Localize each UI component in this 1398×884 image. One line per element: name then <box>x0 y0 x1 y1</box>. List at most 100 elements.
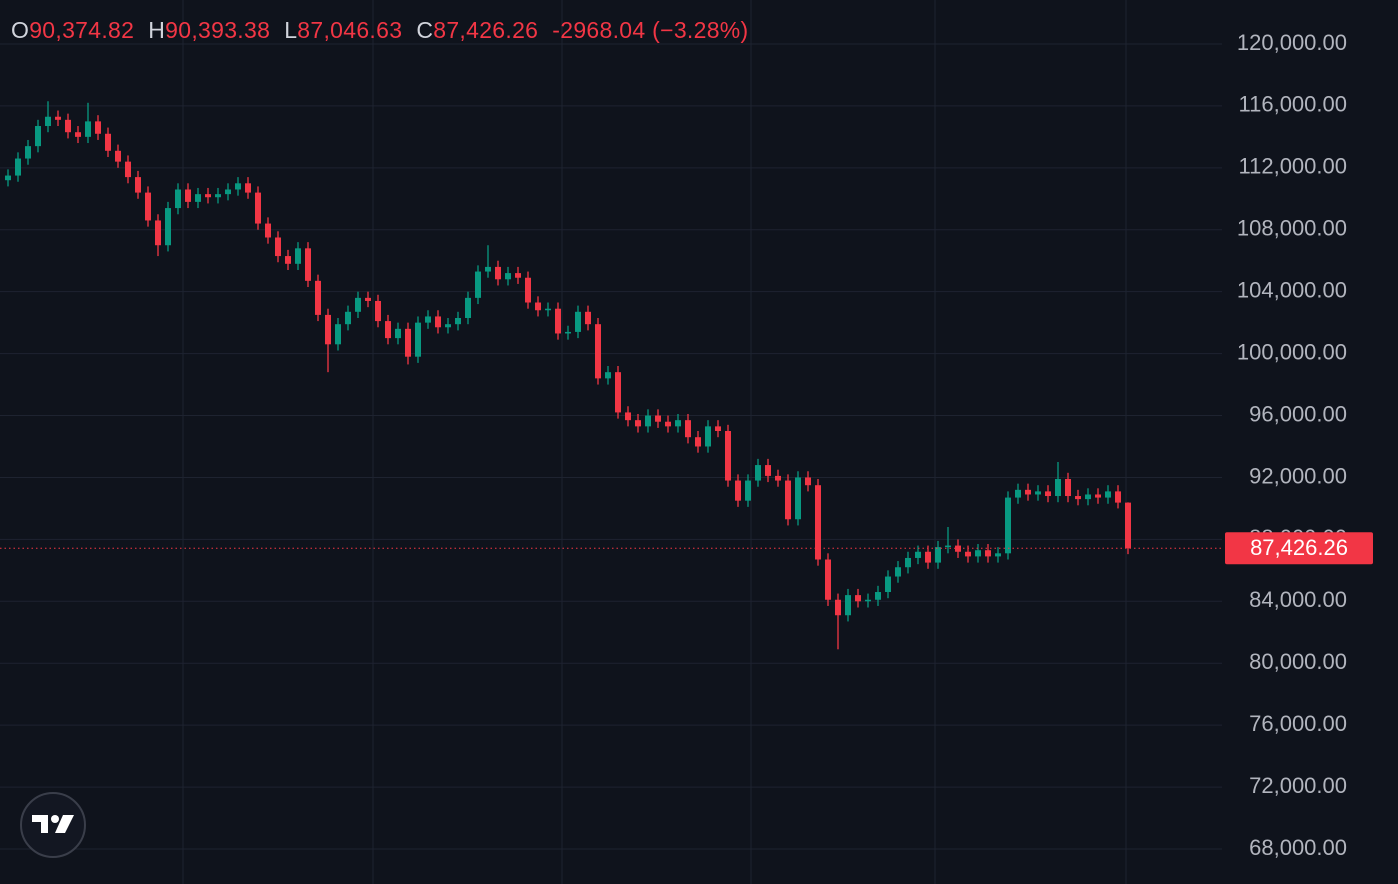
candle-body <box>1025 489 1031 495</box>
candle-body <box>885 576 891 593</box>
candle-body <box>405 328 411 357</box>
candle-body <box>305 248 311 281</box>
y-tick-label: 80,000.00 <box>1249 649 1347 674</box>
candle-body <box>835 599 841 616</box>
candles <box>5 101 1131 650</box>
candle-body <box>155 220 161 246</box>
change: -2968.04 (−3.28%) <box>552 17 749 43</box>
candle-body <box>545 308 551 311</box>
y-tick-label: 104,000.00 <box>1237 277 1347 302</box>
candle-body <box>675 420 681 427</box>
candle-body <box>245 183 251 193</box>
candle-body <box>215 194 221 198</box>
candle-body <box>725 431 731 481</box>
candle-body <box>485 266 491 272</box>
candle-body <box>625 412 631 421</box>
candle-body <box>925 551 931 563</box>
logo[interactable] <box>20 792 86 858</box>
candle-body <box>1035 491 1041 495</box>
candle-body <box>845 595 851 616</box>
candle-body <box>635 420 641 427</box>
time-separators <box>182 0 1127 884</box>
candle-body <box>425 316 431 323</box>
candle-body <box>745 480 751 501</box>
y-tick-label: 96,000.00 <box>1249 401 1347 426</box>
ohlc-key: H <box>148 17 166 43</box>
candle-body <box>1015 489 1021 498</box>
candle-body <box>505 273 511 280</box>
candle-body <box>65 119 71 133</box>
candle-body <box>115 150 121 162</box>
candle-body <box>895 567 901 577</box>
candle-body <box>825 559 831 600</box>
candle-body <box>145 192 151 221</box>
y-tick-label: 76,000.00 <box>1249 711 1347 736</box>
candle-body <box>495 266 501 280</box>
ohlc-value: 87,426.26 <box>433 17 539 43</box>
candle-body <box>315 280 321 315</box>
candle-body <box>1125 502 1131 549</box>
candle-body <box>695 437 701 447</box>
ohlc-key: L <box>284 17 298 43</box>
candle-body <box>795 477 801 520</box>
ohlc-value: 87,046.63 <box>297 17 403 43</box>
candle-body <box>645 415 651 427</box>
candle-body <box>35 126 41 147</box>
candle-body <box>935 547 941 563</box>
candle-body <box>655 415 661 422</box>
candle-body <box>235 183 241 190</box>
candle-body <box>205 194 211 198</box>
last-price-box <box>1225 532 1373 565</box>
candle-body <box>375 300 381 322</box>
candle-body <box>45 116 51 127</box>
candle-body <box>165 208 171 246</box>
logo-mark <box>32 815 48 833</box>
candle-body <box>195 194 201 202</box>
candle-body <box>1075 496 1081 500</box>
candle-body <box>1095 494 1101 498</box>
candle-body <box>525 277 531 303</box>
candle-body <box>15 158 21 176</box>
candle-body <box>705 426 711 447</box>
candle-body <box>905 557 911 568</box>
candle-body <box>685 420 691 438</box>
candle-body <box>915 551 921 558</box>
candle-body <box>855 595 861 602</box>
candle-body <box>1085 494 1091 500</box>
candle-body <box>385 321 391 339</box>
candle-body <box>815 485 821 560</box>
candle-body <box>595 324 601 379</box>
candle-body <box>755 465 761 481</box>
candle-body <box>345 311 351 325</box>
candle-body <box>875 592 881 600</box>
y-tick-label: 108,000.00 <box>1237 216 1347 241</box>
ohlc-header: O90,374.82 H90,393.38 L87,046.63 C87,426.26… <box>11 17 749 44</box>
candle-body <box>135 177 141 193</box>
candle-body <box>275 237 281 257</box>
candle-body <box>1045 491 1051 497</box>
candle-body <box>95 121 101 134</box>
candle-body <box>255 192 261 224</box>
candle-body <box>605 372 611 379</box>
candle-body <box>455 317 461 325</box>
candle-body <box>555 308 561 334</box>
candle-body <box>775 475 781 481</box>
candle-body <box>1055 479 1061 497</box>
candle-body <box>295 248 301 264</box>
candle-body <box>355 297 361 312</box>
y-tick-label: 92,000.00 <box>1249 463 1347 488</box>
ohlc-key: O <box>11 17 30 43</box>
candle-body <box>665 421 671 427</box>
candle-body <box>265 223 271 238</box>
candle-body <box>365 297 371 301</box>
candle-body <box>325 314 331 345</box>
candle-body <box>1065 479 1071 497</box>
last-price: 87,426.26 <box>0 532 1373 565</box>
candle-body <box>395 328 401 339</box>
candle-body <box>285 256 291 264</box>
y-tick-label: 72,000.00 <box>1249 773 1347 798</box>
candle-body <box>25 146 31 159</box>
ohlc-value: 90,374.82 <box>29 17 135 43</box>
candle-body <box>105 133 111 151</box>
